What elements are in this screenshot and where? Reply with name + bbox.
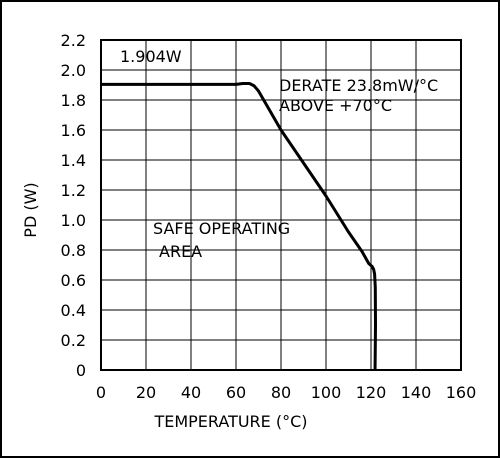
x-tick-label: 0 [96,383,106,402]
y-tick-label: 0 [76,361,86,380]
y-tick-label: 1.2 [61,181,86,200]
x-tick-labels: 0 20 40 60 80 100 120 140 160 [96,383,476,402]
y-tick-label: 0.6 [61,271,86,290]
x-tick-label: 40 [181,383,201,402]
y-tick-labels: 0 0.2 0.4 0.6 0.8 1.0 1.2 1.4 1.6 1.8 2.0 2.2 [61,31,86,380]
x-tick-label: 100 [311,383,342,402]
y-tick-label: 1.6 [61,121,86,140]
annotation-area-line2: AREA [159,242,202,261]
x-tick-label: 120 [356,383,387,402]
derating-curve [101,82,377,371]
y-tick-label: 1.4 [61,151,86,170]
y-tick-label: 0.8 [61,241,86,260]
plot-border [100,39,462,371]
y-axis-label: PD (W) [21,182,40,237]
x-tick-label: 60 [226,383,246,402]
x-tick-label: 20 [136,383,156,402]
x-tick-label: 140 [401,383,432,402]
y-tick-label: 2.0 [61,61,86,80]
y-tick-label: 0.4 [61,301,86,320]
y-tick-label: 1.8 [61,91,86,110]
x-axis-label: TEMPERATURE (°C) [153,412,307,431]
annotation-pd-max: 1.904W [120,47,182,66]
annotation-area-line1: SAFE OPERATING [153,219,290,238]
y-tick-label: 0.2 [61,331,86,350]
x-tick-label: 80 [271,383,291,402]
annotation-derate-line2: ABOVE +70°C [279,96,392,115]
annotation-derate-line1: DERATE 23.8mW/°C [279,76,438,95]
y-tick-label: 1.0 [61,211,86,230]
y-tick-label: 2.2 [61,31,86,50]
x-tick-label: 160 [446,383,477,402]
